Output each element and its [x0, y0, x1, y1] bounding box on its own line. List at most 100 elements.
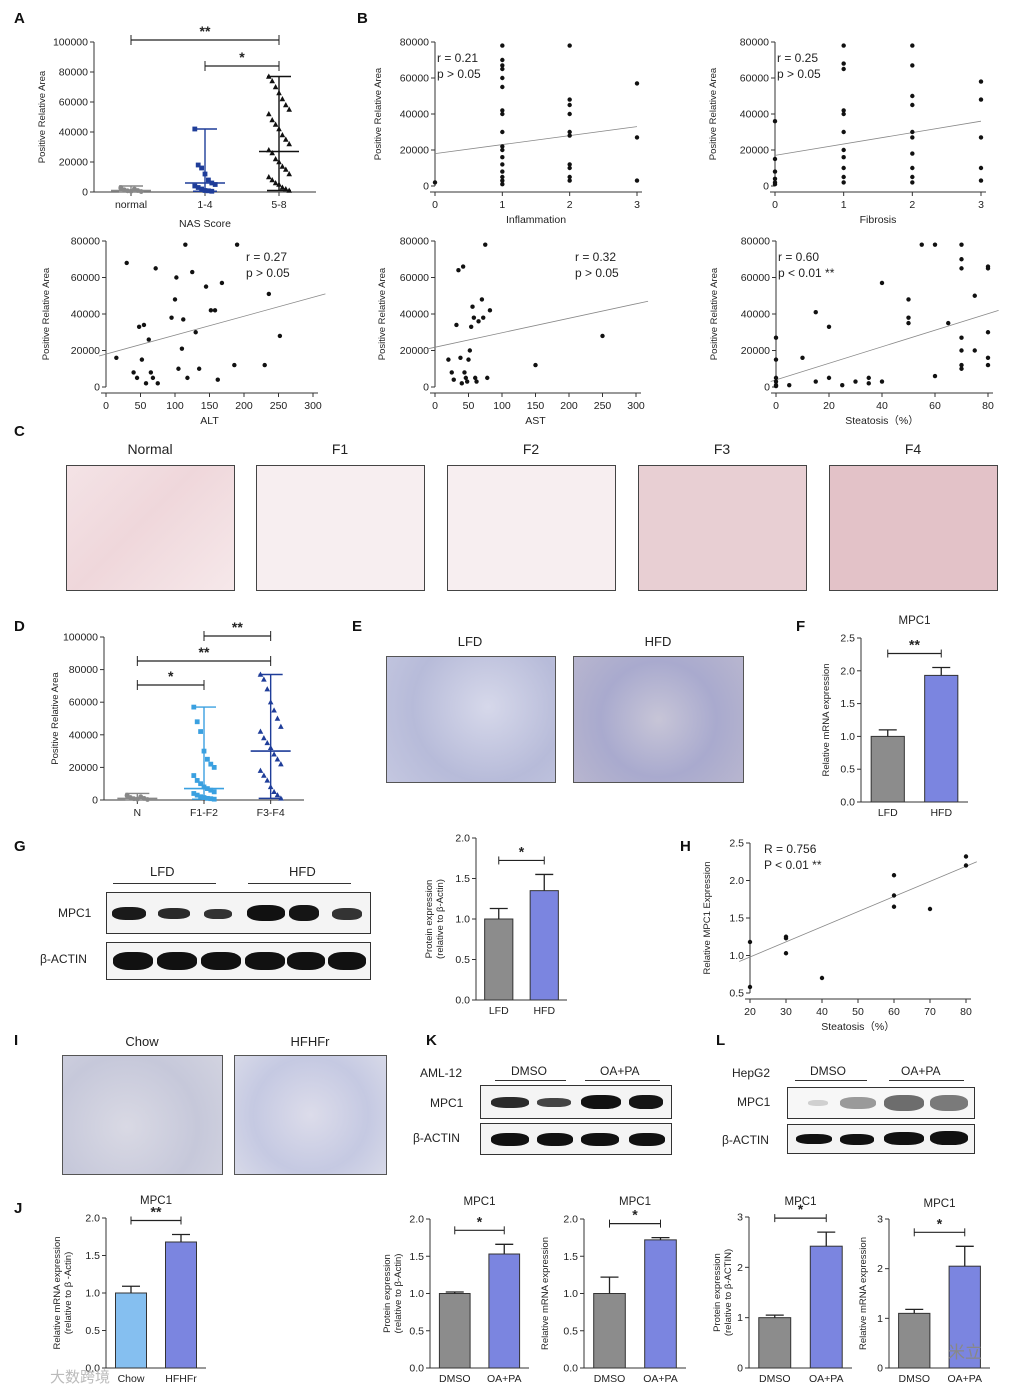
D-data-point	[257, 728, 264, 734]
B4-data-point	[481, 315, 486, 320]
A-y-tick-label: 100000	[53, 37, 88, 49]
D-data-point	[134, 796, 140, 802]
A-data-point	[283, 136, 289, 142]
B2-data-point	[978, 165, 984, 171]
panel-label-a: A	[14, 10, 25, 27]
A-x-tick-label: 1-4	[197, 199, 212, 211]
B5-data-point	[959, 335, 964, 340]
B1-data-point	[500, 66, 505, 72]
B5-data-point	[773, 375, 779, 381]
K1-y-tick-label: 1.0	[409, 1288, 424, 1300]
B3-data-point	[150, 375, 156, 381]
B2-annotation: p > 0.05	[777, 67, 821, 81]
D-data-point	[201, 795, 207, 800]
B2-x-tick-label: 1	[841, 199, 847, 211]
B4-data-point	[485, 375, 490, 381]
D-y-tick-label: 100000	[63, 632, 98, 644]
B4-data-point	[479, 297, 485, 302]
histology-label-f4: F4	[904, 441, 922, 457]
wb-band	[629, 1095, 663, 1109]
wb-g-actin-blot	[106, 942, 371, 980]
B3-data-point	[148, 370, 154, 375]
B3-data-point	[139, 357, 145, 362]
B5-data-point	[813, 309, 818, 315]
B4-data-point	[473, 375, 478, 381]
D-data-point	[271, 788, 277, 795]
D-data-point	[191, 773, 197, 778]
wb-l-actin-blot	[787, 1124, 975, 1154]
A-data-point	[209, 188, 215, 194]
ihc-image-hfhfr	[234, 1055, 387, 1175]
B5-x-tick-label: 20	[823, 400, 835, 412]
D-data-point	[267, 783, 274, 790]
K2-ylabel: Relative mRNA expression	[540, 1237, 551, 1350]
B3-data-point	[193, 330, 198, 335]
B1-data-point	[500, 111, 505, 117]
K2-bar	[593, 1293, 626, 1369]
B3-data-point	[219, 280, 225, 286]
histology-label-normal: Normal	[127, 441, 173, 457]
B2-data-point	[841, 111, 846, 117]
B1-xlabel: Inflammation	[506, 214, 566, 226]
B5-data-point	[879, 280, 885, 286]
B3-y-tick-label: 0	[94, 382, 100, 394]
B2-ylabel: Positive Relative Area	[708, 67, 719, 160]
panel-label-e: E	[352, 618, 363, 635]
J-title: MPC1	[140, 1195, 172, 1207]
B1-y-tick-label: 0	[423, 181, 429, 193]
B2-data-point	[772, 182, 778, 187]
L1-y-tick-label: 3	[737, 1212, 743, 1224]
B3-data-point	[190, 269, 195, 275]
A-data-point	[269, 177, 275, 183]
H-xlabel: Steatosis（%）	[821, 1021, 895, 1033]
B5-data-point	[906, 315, 911, 320]
L1-significance-label: *	[798, 1201, 804, 1217]
wb-k-row-actin: β-ACTIN	[413, 1131, 460, 1145]
wb-band	[158, 908, 190, 919]
D-data-point	[201, 784, 207, 790]
A-data-point	[206, 188, 211, 194]
B3-data-point	[155, 381, 160, 386]
H-y-tick-label: 1.5	[729, 913, 744, 925]
wb-l-group-dmso: DMSO	[810, 1064, 846, 1078]
wb-k-group-dmso: DMSO	[511, 1064, 547, 1078]
ihc-label-lfd: LFD	[457, 634, 483, 649]
A-data-point	[272, 84, 279, 90]
H-fit-line	[739, 861, 977, 962]
J-y-tick-label: 1.0	[85, 1288, 100, 1300]
B5-data-point	[826, 324, 832, 329]
B3-x-tick-label: 150	[201, 400, 219, 412]
B2-data-point	[841, 180, 846, 185]
B4-data-point	[468, 324, 474, 329]
A-data-point	[195, 185, 201, 190]
J-x-tick-label: Chow	[118, 1373, 145, 1385]
B4-data-point	[466, 357, 471, 362]
A-x-tick-label: 5-8	[271, 199, 286, 211]
B1-data-point	[500, 162, 505, 167]
D-data-point	[261, 735, 267, 741]
B1-data-point	[500, 63, 505, 68]
B2-y-tick-label: 40000	[740, 109, 769, 121]
J-bar	[165, 1241, 197, 1369]
F-x-tick-label: HFD	[930, 807, 952, 819]
B3-data-point	[134, 375, 140, 381]
B4-x-tick-label: 0	[432, 400, 438, 412]
B5-data-point	[959, 242, 964, 247]
H-x-tick-label: 60	[888, 1006, 900, 1018]
B2-x-tick-label: 3	[978, 199, 984, 211]
B1-data-point	[634, 81, 640, 86]
D-data-point	[208, 796, 214, 802]
B3-xlabel: ALT	[200, 415, 219, 427]
B2-annotation: r = 0.25	[777, 51, 818, 65]
B5-data-point	[773, 335, 779, 340]
B5-data-point	[906, 320, 911, 326]
H-y-tick-label: 1.0	[729, 950, 744, 962]
B2-data-point	[910, 180, 915, 185]
B2-data-point	[910, 93, 915, 99]
D-data-point	[201, 748, 207, 754]
wb-k-row-mpc1: MPC1	[430, 1096, 464, 1110]
B3-x-tick-label: 50	[135, 400, 147, 412]
wb-l-mpc1-blot	[787, 1087, 975, 1119]
L1-y-tick-label: 0	[737, 1363, 743, 1375]
B4-data-point	[487, 308, 493, 313]
